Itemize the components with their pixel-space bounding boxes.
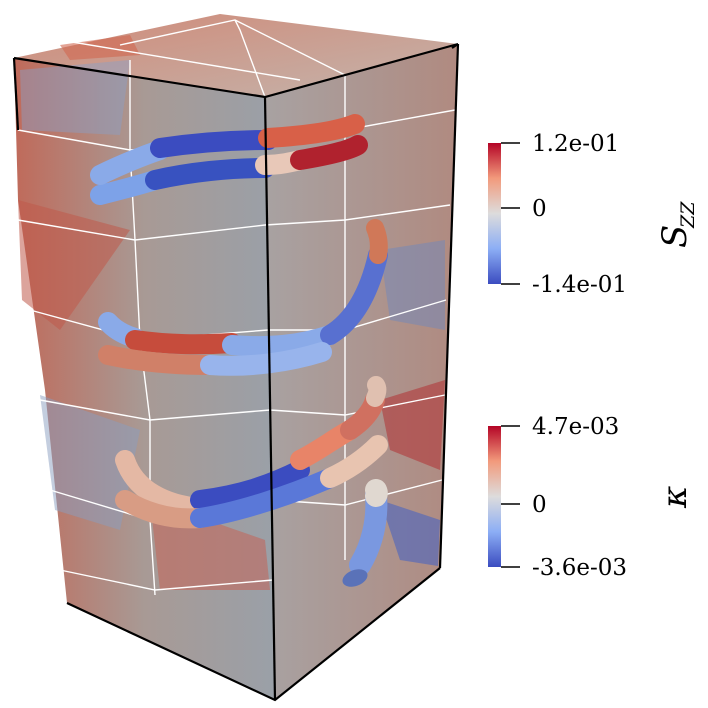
top-face [14,14,458,97]
stress-min-label: -1.4e-01 [532,272,627,298]
fiber-segment [98,345,220,375]
top-face-patch [60,35,140,60]
curvature-colorbar: 4.7e-03 0 -3.6e-03 κ [488,414,695,581]
fiber-segment [115,450,210,518]
curvature-min-label: -3.6e-03 [532,555,627,581]
fiber-segment [365,479,388,507]
curvature-mid-label: 0 [532,492,547,518]
stress-colorbar-title-subscript: ZZ [677,201,699,229]
fiber-segment [366,219,388,264]
left-face-patch [18,200,130,330]
stress-colorbar: 1.2e-01 0 -1.4e-01 S ZZ [488,131,699,298]
stress-colorbar-gradient [488,143,501,284]
right-face-patch [380,500,440,566]
fiber-segment [290,135,368,170]
curvature-colorbar-title: κ [655,486,695,509]
stress-max-label: 1.2e-01 [532,131,619,157]
fiber-segment [258,114,365,148]
fiber-segment [150,130,278,158]
fiber-segment [145,158,275,190]
stress-mid-label: 0 [532,196,547,222]
fiber-end-cap [342,569,368,587]
fiber-segment [366,376,387,407]
curvature-colorbar-gradient [488,426,501,567]
fiber-segment [125,330,242,355]
fiber-segment [190,460,310,510]
left-face-patch [20,60,130,135]
right-face-patch [380,240,445,330]
bounding-box-edges [12,42,460,702]
curvature-max-label: 4.7e-03 [532,414,619,440]
stress-colorbar-title: S [655,225,695,248]
fiber-segment [320,435,388,488]
right-face-patch [380,380,445,470]
fiber-segment [190,468,340,528]
left-face-patch [40,395,140,530]
fiber-segment [320,245,388,345]
